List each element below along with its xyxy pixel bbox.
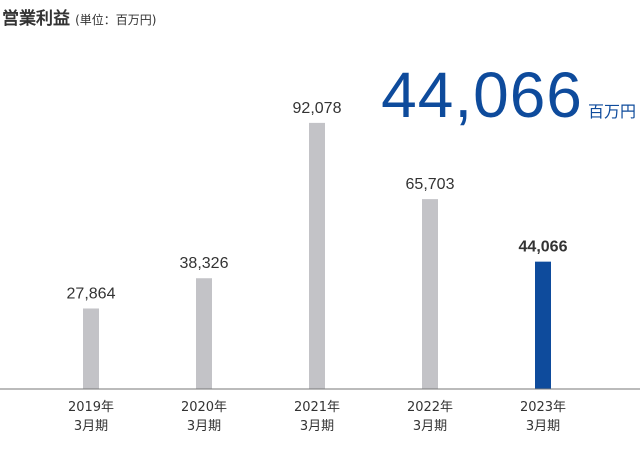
- data-label-0: 27,864: [67, 285, 116, 302]
- highlight-unit: 百万円: [587, 102, 636, 121]
- x-tick-label-0-0: 2019年: [68, 400, 114, 415]
- highlight-number: 44,066: [381, 59, 583, 131]
- bar-2: [309, 122, 325, 389]
- bar-0: [83, 308, 99, 389]
- data-label-1: 38,326: [180, 255, 229, 272]
- bar-4: [535, 261, 551, 389]
- x-tick-label-4-0: 2023年: [520, 400, 566, 415]
- chart-unit-label: (単位：百万円): [75, 13, 157, 27]
- x-tick-label-1-0: 2020年: [181, 400, 227, 415]
- data-label-3: 65,703: [406, 176, 455, 193]
- x-tick-label-4-1: 3月期: [526, 419, 560, 434]
- data-label-4: 44,066: [519, 239, 568, 256]
- chart-title-text: 営業利益: [2, 9, 70, 29]
- highlight-value: 44,066 百万円: [381, 58, 636, 132]
- x-tick-label-3-0: 2022年: [407, 400, 453, 415]
- x-tick-label-3-1: 3月期: [413, 419, 447, 434]
- x-tick-label-2-1: 3月期: [300, 419, 334, 434]
- chart-title: 営業利益 (単位：百万円): [2, 4, 156, 29]
- x-tick-label-2-0: 2021年: [294, 400, 340, 415]
- data-label-2: 92,078: [293, 100, 342, 117]
- x-tick-label-0-1: 3月期: [74, 419, 108, 434]
- bar-1: [196, 278, 212, 389]
- x-tick-label-1-1: 3月期: [187, 419, 221, 434]
- bar-3: [422, 199, 438, 389]
